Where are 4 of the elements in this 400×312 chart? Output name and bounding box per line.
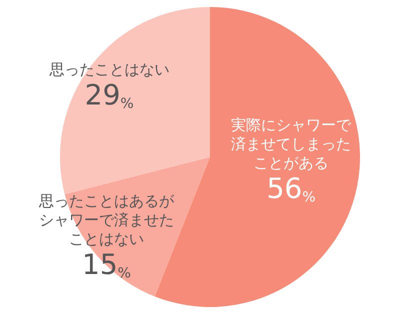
slice-label: 思ったことはない bbox=[48, 60, 170, 78]
data-label: 29% bbox=[84, 78, 134, 112]
data-label: 56% bbox=[266, 172, 316, 206]
slice-label: 実際にシャワーで済ませてしまったことがある bbox=[231, 116, 352, 172]
